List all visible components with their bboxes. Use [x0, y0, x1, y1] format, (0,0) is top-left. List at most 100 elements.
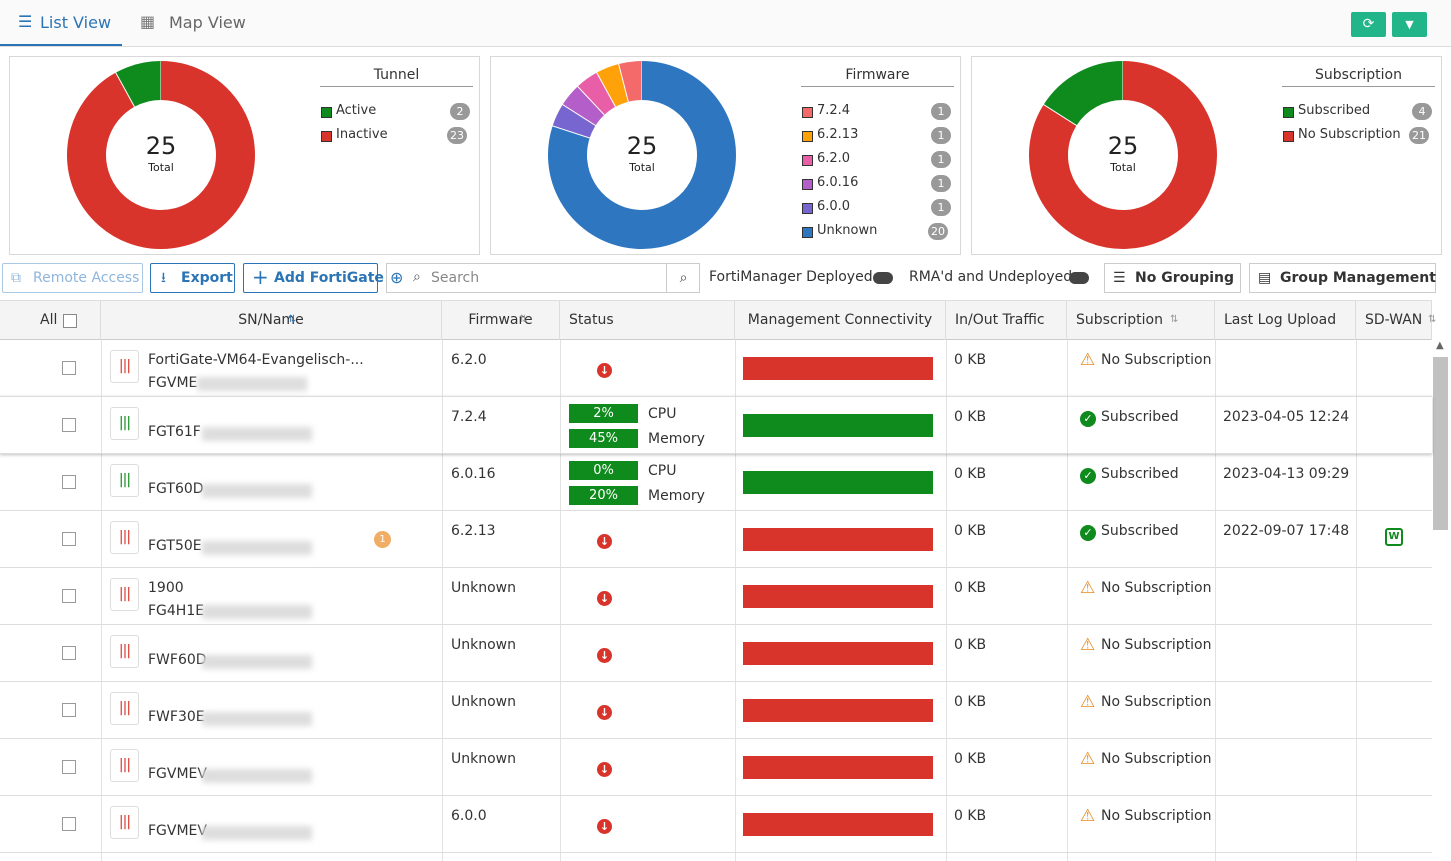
button-label: Add FortiGate: [274, 270, 384, 286]
donut-total-label: Total: [628, 161, 655, 174]
button-label: Export: [181, 270, 233, 286]
alert-badge: 1: [374, 531, 391, 548]
traffic: 0 KB: [954, 352, 987, 368]
column-rule: [560, 340, 561, 861]
slice-sep: [1042, 103, 1093, 137]
checkbox[interactable]: [62, 646, 76, 660]
add-button[interactable]: Add FortiGate +: [243, 263, 384, 293]
checkbox[interactable]: [62, 817, 76, 831]
device-name[interactable]: FGVMEV: [148, 766, 207, 782]
button-label: Remote Access: [33, 270, 140, 286]
device-name[interactable]: FGVMEV: [148, 823, 207, 839]
column-header[interactable]: Firmware ⇅: [442, 300, 560, 340]
legend-swatch: [802, 107, 813, 118]
icon: ▤: [1258, 270, 1272, 286]
device-name[interactable]: 1900: [148, 580, 184, 596]
device-name[interactable]: FWF30E: [148, 709, 205, 725]
checkbox[interactable]: [62, 418, 76, 432]
slice-sep: [114, 71, 145, 124]
connectivity-bar: [743, 699, 933, 722]
connectivity-bar: [743, 756, 933, 779]
warning-icon: ⚠: [1080, 350, 1096, 370]
traffic: 0 KB: [954, 808, 987, 824]
refresh-button[interactable]: ⟳: [1351, 12, 1386, 37]
device-name[interactable]: FG4H1E: [148, 603, 205, 619]
icon: ☰: [1113, 270, 1126, 286]
column-header[interactable]: SD-WAN ⇅: [1356, 300, 1436, 340]
last-log: 2023-04-05 12:24: [1223, 409, 1350, 425]
column-header[interactable]: SN/Name ⇅: [101, 300, 442, 340]
sort-icon: ⇅: [519, 314, 528, 325]
sdwan-icon: W: [1385, 528, 1403, 546]
legend-label: 6.0.16: [817, 175, 859, 190]
legend-label: 6.2.13: [817, 127, 859, 142]
icon: ⊕: [390, 268, 404, 287]
checkbox[interactable]: [62, 703, 76, 717]
tab-map[interactable]: ▦ Map View: [140, 12, 246, 32]
checkbox[interactable]: [62, 760, 76, 774]
checkbox[interactable]: [62, 532, 76, 546]
device-name[interactable]: FWF60D: [148, 652, 207, 668]
remote-access-button[interactable]: Remote Access ⧉: [2, 263, 143, 293]
slice-sep: [617, 62, 634, 121]
label: No Grouping: [1135, 270, 1234, 286]
search-button[interactable]: ⌕: [666, 264, 700, 292]
column-header[interactable]: Subscription ⇅: [1067, 300, 1215, 340]
icon: +: [252, 265, 269, 289]
device-name[interactable]: FGVME: [148, 375, 198, 391]
firmware: 6.0.0: [451, 808, 487, 824]
device-icon: |||: [110, 407, 139, 440]
firmware: 6.2.13: [451, 523, 496, 539]
sort-icon: ⇅: [288, 314, 297, 325]
subscription: No Subscription: [1101, 751, 1212, 767]
header-label: SD-WAN: [1365, 312, 1423, 328]
redacted: [202, 826, 312, 840]
device-name[interactable]: FGT61F: [148, 424, 201, 440]
sub-icon: ✓: [1080, 468, 1096, 484]
down-icon: ↓: [597, 591, 612, 606]
device-icon: |||: [110, 749, 139, 782]
sub-icon: ✓: [1080, 411, 1096, 427]
warning-icon: ⚠: [1080, 692, 1096, 712]
warning-icon: ⚠: [1080, 635, 1096, 655]
menu-button[interactable]: ▼: [1392, 12, 1427, 37]
device-name[interactable]: FGT50E: [148, 538, 202, 554]
legend-count: 1: [931, 127, 951, 144]
group-management-dropdown[interactable]: Group Management ▤: [1249, 263, 1436, 293]
toggle[interactable]: [873, 272, 893, 284]
row-border: [0, 453, 1432, 454]
redacted: [197, 377, 307, 391]
grouping-dropdown[interactable]: No Grouping ☰: [1104, 263, 1241, 293]
column-rule: [735, 340, 736, 861]
subscription: No Subscription: [1101, 352, 1212, 368]
legend-title: Firmware: [801, 67, 954, 87]
legend-swatch: [321, 107, 332, 118]
checkbox[interactable]: [62, 361, 76, 375]
down-icon: ↓: [597, 534, 612, 549]
traffic: 0 KB: [954, 637, 987, 653]
device-name[interactable]: FGT60D: [148, 481, 204, 497]
toggle[interactable]: [1069, 272, 1089, 284]
last-log: 2022-09-07 17:48: [1223, 523, 1350, 539]
header-label: Status: [569, 312, 614, 328]
subscription: Subscribed: [1101, 409, 1179, 425]
column-header: In/Out Traffic: [946, 300, 1067, 340]
scroll-up: ▲: [1436, 340, 1444, 351]
checkbox[interactable]: [62, 589, 76, 603]
search-box[interactable]: ⊕ Search ⌕ ⌕: [386, 263, 700, 293]
export-button[interactable]: Export ⭳: [150, 263, 235, 293]
column-rule: [101, 340, 102, 861]
traffic: 0 KB: [954, 694, 987, 710]
column-header: Status: [560, 300, 735, 340]
device-icon: |||: [110, 521, 139, 554]
checkbox[interactable]: [62, 475, 76, 489]
sort-icon: ⇅: [1170, 314, 1179, 325]
device-name[interactable]: FortiGate-VM64-Evangelisch-...: [148, 352, 364, 368]
legend-title: Subscription: [1282, 67, 1435, 87]
legend-swatch: [802, 131, 813, 142]
tab-list[interactable]: ☰ List View: [0, 0, 122, 46]
checkbox[interactable]: [63, 314, 77, 328]
row-border: [0, 852, 1432, 853]
memory-bar: 45%: [569, 429, 638, 448]
